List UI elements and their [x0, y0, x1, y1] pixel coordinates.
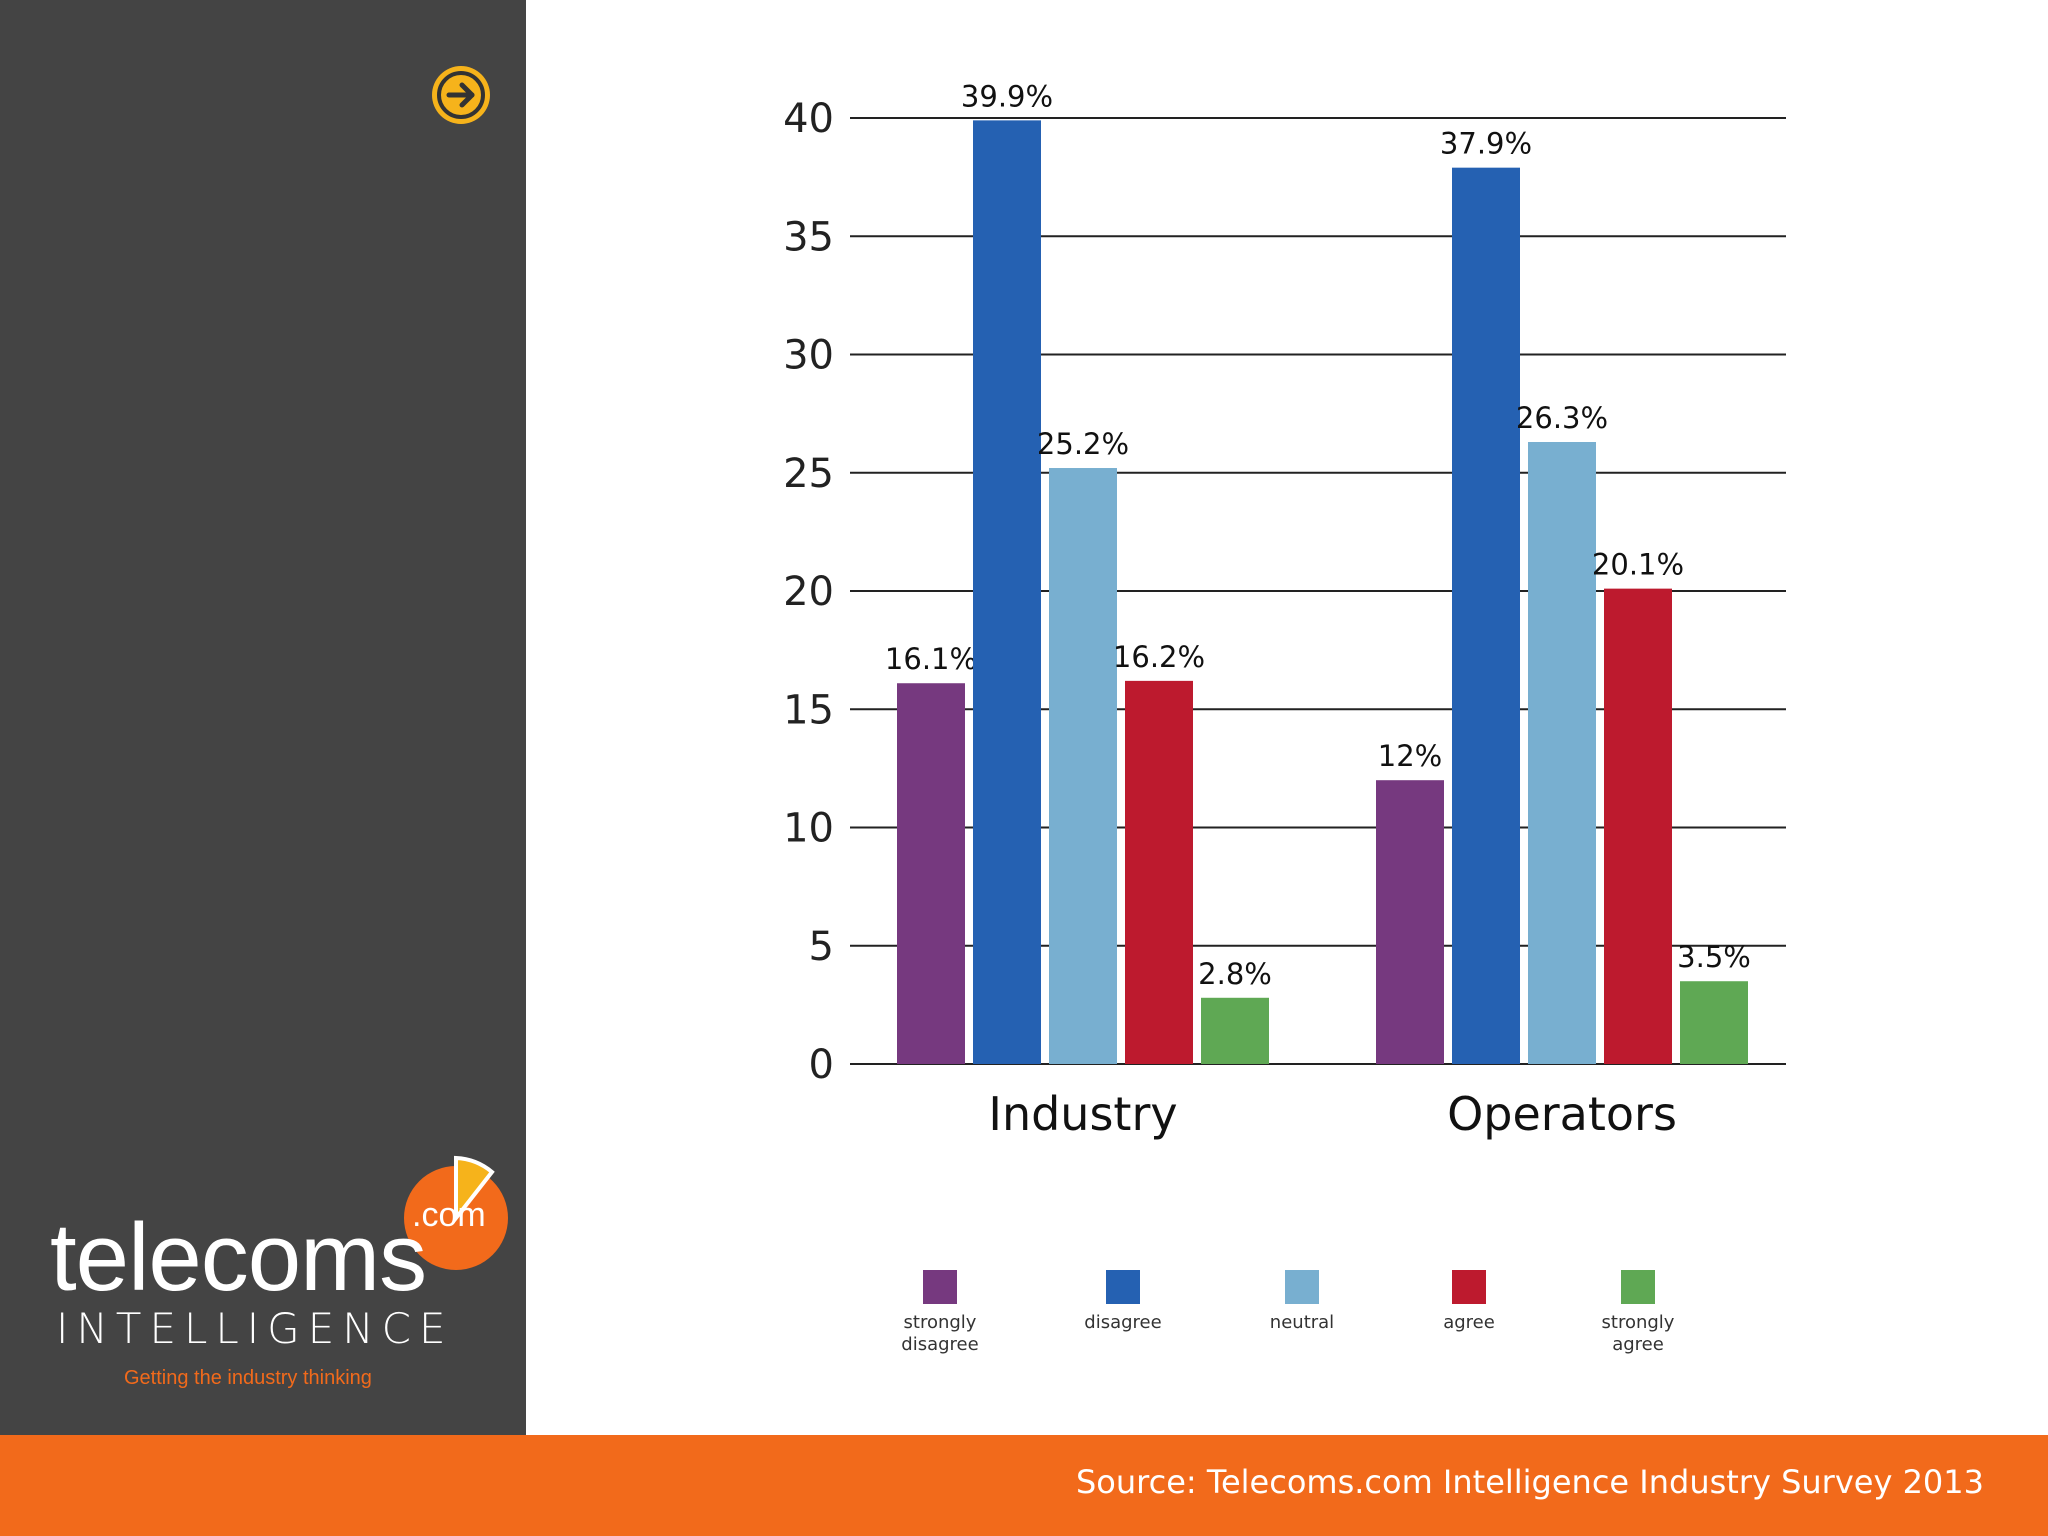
bar: [1125, 680, 1193, 1064]
y-tick-label: 5: [809, 924, 834, 970]
data-label: 20.1%: [1592, 548, 1684, 582]
bar: [1376, 780, 1444, 1064]
bar: [973, 120, 1041, 1065]
next-button[interactable]: [432, 66, 490, 124]
data-label: 12%: [1378, 739, 1442, 773]
logo: .com telecoms INTELLIGENCE Getting the i…: [40, 1150, 520, 1400]
legend-swatch: [1452, 1270, 1486, 1304]
logo-pie-icon: [404, 1155, 508, 1270]
data-label: 2.8%: [1198, 957, 1272, 991]
bar-chart: 0 5 10 15 20 25 30 35 40 16.1% 39.9% 25.2% 16.2% 2.8%…: [783, 79, 1786, 1141]
legend-swatch: [1106, 1270, 1140, 1304]
legend-item: strongly disagree: [870, 1270, 1010, 1356]
data-label: 25.2%: [1037, 427, 1129, 461]
y-tick-label: 25: [783, 451, 834, 497]
legend-item: agree: [1399, 1270, 1539, 1334]
legend-swatch: [1621, 1270, 1655, 1304]
data-label: 37.9%: [1440, 127, 1532, 161]
legend-label: strongly disagree: [901, 1312, 979, 1355]
y-tick-label: 15: [783, 687, 834, 733]
data-label: 3.5%: [1677, 940, 1751, 974]
y-tick-label: 0: [809, 1042, 834, 1088]
legend-label: neutral: [1269, 1312, 1335, 1333]
y-tick-label: 20: [783, 569, 834, 615]
chart-legend: strongly disagree disagree neutral agree str…: [0, 1270, 2048, 1370]
bar: [1604, 588, 1672, 1064]
legend-item: disagree: [1053, 1270, 1193, 1334]
y-tick-label: 40: [783, 96, 834, 142]
footer-bar: Source: Telecoms.com Intelligence Indust…: [0, 1435, 2048, 1536]
legend-swatch: [923, 1270, 957, 1304]
bar: [897, 683, 965, 1064]
sidebar: .com telecoms INTELLIGENCE Getting the i…: [0, 0, 526, 1435]
bar: [1049, 468, 1117, 1064]
x-category-label: Operators: [1447, 1087, 1677, 1141]
bar: [1680, 981, 1748, 1064]
logo-com-text: .com: [412, 1196, 486, 1234]
legend-label: disagree: [1084, 1312, 1162, 1333]
y-tick-label: 35: [783, 214, 834, 260]
legend-swatch: [1285, 1270, 1319, 1304]
legend-item: strongly agree: [1568, 1270, 1708, 1356]
bar: [1201, 997, 1269, 1064]
y-tick-label: 10: [783, 806, 834, 852]
legend-label: agree: [1443, 1312, 1495, 1333]
source-caption: Source: Telecoms.com Intelligence Indust…: [1075, 1463, 1984, 1501]
arrow-right-icon: [437, 71, 485, 119]
legend-item: neutral: [1232, 1270, 1372, 1334]
data-label: 16.2%: [1113, 640, 1205, 674]
data-label: 16.1%: [885, 642, 977, 676]
bar: [1528, 442, 1596, 1064]
data-label: 26.3%: [1516, 401, 1608, 435]
logo-tagline: Getting the industry thinking: [124, 1367, 372, 1389]
logo-subword: INTELLIGENCE: [56, 1304, 454, 1353]
x-category-label: Industry: [988, 1087, 1177, 1141]
bar: [1452, 167, 1520, 1065]
legend-label: strongly agree: [1601, 1312, 1675, 1355]
y-tick-label: 30: [783, 333, 834, 379]
logo-wordmark: telecoms: [50, 1204, 427, 1311]
data-label: 39.9%: [961, 79, 1053, 113]
